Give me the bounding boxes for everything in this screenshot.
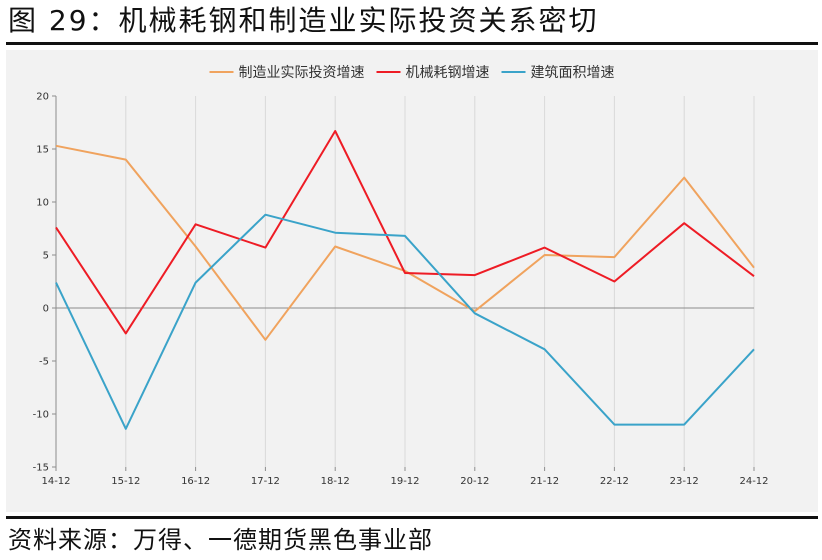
x-tick-label: 15-12 [111,476,140,487]
x-tick-label: 19-12 [390,476,419,487]
y-tick-label: -15 [33,463,49,474]
figure-source: 资料来源：万得、一德期货黑色事业部 [8,526,433,554]
series-line-3 [55,213,755,430]
axes: -15 -10 -5 0 5 10 15 20 14-12 15-12 16-12 17-12 18-1… [33,92,769,488]
series-lines [55,130,755,430]
legend-label-2: 机械耗钢增速 [406,65,490,81]
top-rule [6,42,818,45]
x-tick-label: 14-12 [41,476,70,487]
y-tick-label: 5 [43,251,49,262]
x-tick-label: 16-12 [181,476,210,487]
bottom-rule [6,516,818,519]
x-tick-label: 17-12 [251,476,280,487]
legend-label-1: 制造业实际投资增速 [239,65,365,81]
legend-label-3: 建筑面积增速 [531,65,615,81]
y-tick-label: -10 [33,410,49,421]
x-tick-label: 21-12 [530,476,559,487]
chart-background [6,50,818,512]
x-tick-label: 23-12 [670,476,699,487]
y-tick-label: 20 [36,92,49,103]
chart-panel: 制造业实际投资增速 机械耗钢增速 建筑面积增速 -15 -10 -5 0 5 10 15 20 14… [6,50,818,512]
x-tick-label: 22-12 [600,476,629,487]
series-line-2 [55,130,755,335]
x-tick-label: 20-12 [460,476,489,487]
x-tick-label: 18-12 [321,476,350,487]
figure-title: 图 29：机械耗钢和制造业实际投资关系密切 [8,4,599,37]
x-tick-label: 24-12 [739,476,768,487]
y-tick-label: 0 [43,304,49,315]
line-chart: 制造业实际投资增速 机械耗钢增速 建筑面积增速 -15 -10 -5 0 5 10 15 20 14… [6,50,818,512]
y-tick-label: -5 [39,357,49,368]
y-tick-label: 10 [36,198,49,209]
legend: 制造业实际投资增速 机械耗钢增速 建筑面积增速 [209,65,615,81]
y-tick-label: 15 [36,145,49,156]
